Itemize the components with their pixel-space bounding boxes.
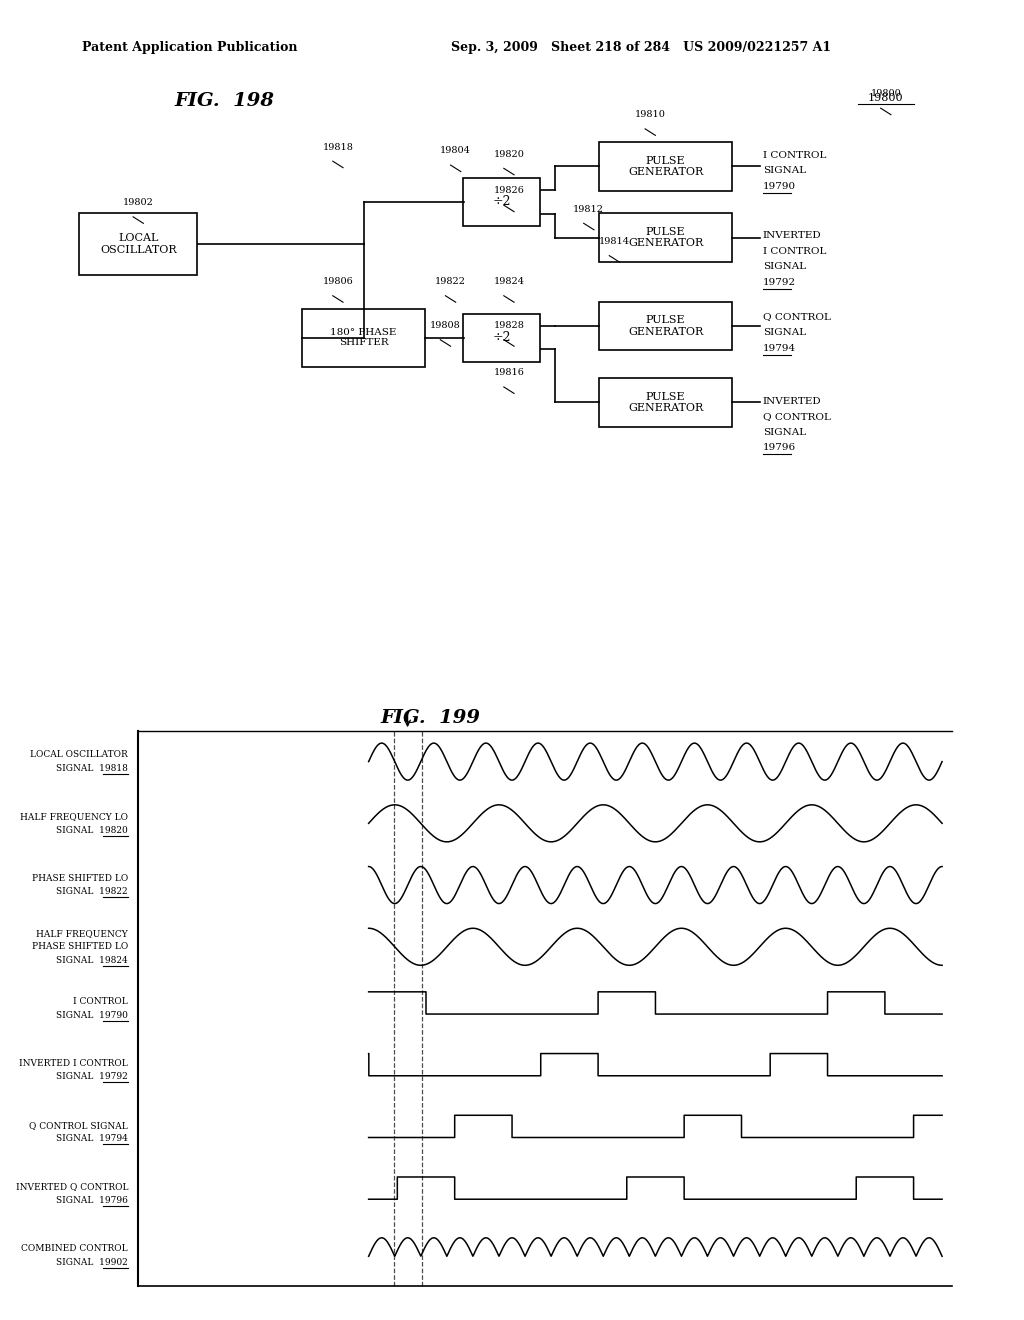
Text: SIGNAL  19818: SIGNAL 19818 <box>56 764 128 774</box>
Text: 19806: 19806 <box>323 277 353 286</box>
FancyBboxPatch shape <box>463 178 541 226</box>
Text: INVERTED: INVERTED <box>763 231 821 240</box>
Text: SIGNAL  19792: SIGNAL 19792 <box>56 1072 128 1081</box>
Text: 19800: 19800 <box>870 90 901 99</box>
FancyBboxPatch shape <box>599 143 732 190</box>
FancyBboxPatch shape <box>302 309 425 367</box>
Text: 19826: 19826 <box>494 186 524 195</box>
Text: 19822: 19822 <box>435 277 466 286</box>
Text: INVERTED: INVERTED <box>763 397 821 405</box>
Text: SIGNAL: SIGNAL <box>763 263 806 271</box>
Text: 19828: 19828 <box>494 321 524 330</box>
Text: 19814: 19814 <box>599 238 630 246</box>
Text: INVERTED Q CONTROL: INVERTED Q CONTROL <box>15 1183 128 1192</box>
FancyBboxPatch shape <box>80 214 197 275</box>
Text: SIGNAL  19822: SIGNAL 19822 <box>56 887 128 896</box>
Text: 19790: 19790 <box>763 182 796 191</box>
Text: FIG.  198: FIG. 198 <box>174 92 274 110</box>
Text: COMBINED CONTROL: COMBINED CONTROL <box>22 1245 128 1253</box>
Text: 19800: 19800 <box>868 94 903 103</box>
Text: 19802: 19802 <box>123 198 154 207</box>
Text: 19796: 19796 <box>763 444 796 453</box>
Text: 19812: 19812 <box>573 205 604 214</box>
FancyBboxPatch shape <box>599 379 732 426</box>
Text: I CONTROL: I CONTROL <box>763 247 826 256</box>
Text: INVERTED I CONTROL: INVERTED I CONTROL <box>19 1059 128 1068</box>
Text: 19820: 19820 <box>494 149 524 158</box>
Text: I CONTROL: I CONTROL <box>74 997 128 1006</box>
FancyBboxPatch shape <box>463 314 541 362</box>
FancyBboxPatch shape <box>599 214 732 261</box>
Text: 19810: 19810 <box>635 110 666 119</box>
Text: SIGNAL: SIGNAL <box>763 428 806 437</box>
Text: HALF FREQUENCY: HALF FREQUENCY <box>36 929 128 937</box>
Text: 19808: 19808 <box>430 321 461 330</box>
Text: PULSE
GENERATOR: PULSE GENERATOR <box>628 392 703 413</box>
Text: Sep. 3, 2009   Sheet 218 of 284   US 2009/0221257 A1: Sep. 3, 2009 Sheet 218 of 284 US 2009/02… <box>451 41 830 54</box>
Text: Patent Application Publication: Patent Application Publication <box>82 41 297 54</box>
Text: 19824: 19824 <box>494 277 524 286</box>
Text: Q CONTROL: Q CONTROL <box>763 412 830 421</box>
Text: PULSE
GENERATOR: PULSE GENERATOR <box>628 156 703 177</box>
FancyBboxPatch shape <box>599 302 732 350</box>
Text: SIGNAL: SIGNAL <box>763 329 806 337</box>
Text: SIGNAL  19902: SIGNAL 19902 <box>56 1258 128 1267</box>
Text: PULSE
GENERATOR: PULSE GENERATOR <box>628 315 703 337</box>
Text: SIGNAL  19824: SIGNAL 19824 <box>56 956 128 965</box>
Text: PULSE
GENERATOR: PULSE GENERATOR <box>628 227 703 248</box>
Text: 19816: 19816 <box>494 368 524 378</box>
Text: ÷2: ÷2 <box>493 195 511 209</box>
Text: 19792: 19792 <box>763 277 796 286</box>
Text: SIGNAL  19796: SIGNAL 19796 <box>56 1196 128 1205</box>
Text: ÷2: ÷2 <box>493 331 511 345</box>
Text: PHASE SHIFTED LO: PHASE SHIFTED LO <box>32 874 128 883</box>
Text: 19804: 19804 <box>440 147 471 156</box>
Text: SIGNAL  19790: SIGNAL 19790 <box>56 1011 128 1020</box>
Text: LOCAL
OSCILLATOR: LOCAL OSCILLATOR <box>100 234 176 255</box>
Text: PHASE SHIFTED LO: PHASE SHIFTED LO <box>32 942 128 952</box>
Text: SIGNAL  19820: SIGNAL 19820 <box>56 825 128 834</box>
Text: 19818: 19818 <box>323 143 353 152</box>
Text: Q CONTROL SIGNAL: Q CONTROL SIGNAL <box>30 1121 128 1130</box>
Text: SIGNAL: SIGNAL <box>763 166 806 176</box>
Text: 180° PHASE
SHIFTER: 180° PHASE SHIFTER <box>331 329 396 347</box>
Text: FIG.  199: FIG. 199 <box>380 709 480 727</box>
Text: HALF FREQUENCY LO: HALF FREQUENCY LO <box>20 812 128 821</box>
Text: SIGNAL  19794: SIGNAL 19794 <box>56 1134 128 1143</box>
Text: I CONTROL: I CONTROL <box>763 150 826 160</box>
Text: 19794: 19794 <box>763 343 796 352</box>
Text: Q CONTROL: Q CONTROL <box>763 313 830 322</box>
Text: LOCAL OSCILLATOR: LOCAL OSCILLATOR <box>31 750 128 759</box>
